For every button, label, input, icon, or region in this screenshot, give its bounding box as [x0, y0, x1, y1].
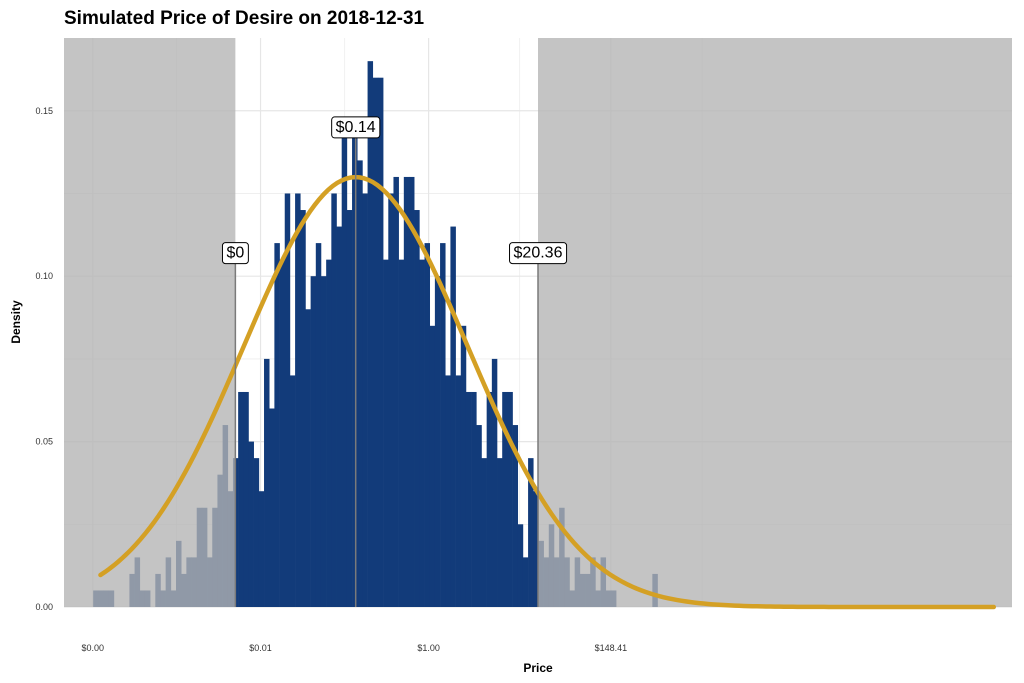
histogram-bar — [352, 127, 358, 608]
histogram-bar — [341, 127, 348, 608]
histogram-bar — [512, 425, 519, 607]
histogram-bar — [310, 276, 317, 607]
histogram-bar — [300, 210, 306, 607]
y-axis-title: Density — [9, 300, 23, 344]
annotation-text: $20.36 — [514, 245, 563, 262]
histogram-bar — [486, 391, 493, 607]
left-tail-shade — [64, 38, 236, 607]
x-axis-title: Price — [523, 661, 553, 675]
histogram-bar — [419, 259, 425, 607]
histogram-bar — [274, 243, 280, 607]
histogram-bar — [346, 210, 353, 607]
histogram-bar — [414, 210, 420, 607]
annotation-box — [509, 242, 568, 265]
histogram-bar — [295, 193, 301, 608]
histogram-bar — [315, 243, 322, 607]
y-tick-label: 0.05 — [35, 437, 53, 447]
histogram-bar — [264, 358, 270, 607]
right-tail-shade — [538, 38, 1012, 607]
y-tick-label: 0.00 — [35, 602, 53, 612]
histogram-bar — [393, 176, 399, 607]
histogram-bar — [383, 259, 389, 607]
histogram-bar — [336, 226, 342, 607]
density-curve — [98, 174, 997, 610]
histogram-bar — [372, 77, 379, 607]
histogram-bar — [331, 193, 337, 608]
histogram-bar — [284, 193, 291, 608]
histogram-bar — [377, 77, 384, 607]
histogram-bar — [388, 193, 394, 608]
annotations: $0 $0.14 $20.36 — [221, 116, 568, 607]
histogram-bar — [455, 375, 462, 607]
histogram-bar — [465, 391, 472, 607]
histogram-bar — [367, 61, 374, 607]
histogram-bar — [450, 226, 456, 607]
histogram-bar — [507, 391, 513, 607]
histogram-bar — [403, 176, 410, 607]
histogram-bar — [424, 243, 431, 607]
x-tick-label: $0.01 — [249, 643, 272, 653]
annotation-text: $0 — [226, 245, 244, 262]
histogram-bar — [408, 176, 415, 607]
histogram-bar — [434, 276, 441, 607]
histogram-bar — [258, 491, 265, 607]
x-tick-label: $0.00 — [82, 643, 105, 653]
histogram-bar — [491, 358, 498, 607]
chart-title: Simulated Price of Desire on 2018-12-31 — [64, 8, 425, 29]
tail-shading — [64, 38, 1012, 607]
histogram-bar — [471, 391, 477, 607]
histogram-bar — [357, 160, 363, 607]
y-axis-ticks: 0.00 0.05 0.10 0.15 — [35, 106, 53, 612]
histogram-bar — [238, 391, 244, 607]
histogram-bar — [517, 524, 524, 607]
histogram-bar — [429, 325, 436, 607]
x-tick-label: $1.00 — [417, 643, 440, 653]
x-axis-ticks: $0.00 $0.01 $1.00 $148.41 — [82, 643, 628, 653]
histogram-bar — [502, 391, 508, 607]
histogram-bar — [398, 259, 405, 607]
normal-fit-curve — [98, 174, 997, 610]
histogram-bar — [320, 276, 327, 607]
histogram-bar — [481, 458, 487, 607]
annotation-label: $0.14 — [331, 116, 381, 139]
histogram-bar — [362, 193, 368, 608]
histogram-bar — [533, 491, 539, 607]
histogram-bar — [326, 259, 332, 607]
histogram-bar — [460, 325, 467, 607]
annotation-box — [331, 116, 381, 139]
histogram-bar — [440, 243, 446, 607]
y-tick-label: 0.15 — [35, 106, 53, 116]
histogram-bar — [243, 391, 249, 607]
annotation-label: $0 — [221, 242, 249, 265]
histogram-bar — [497, 458, 503, 607]
histogram-bar — [305, 309, 311, 607]
histogram-bar — [476, 425, 482, 607]
annotation-text: $0.14 — [336, 119, 376, 136]
histogram-bar — [445, 375, 451, 607]
histogram-bar — [528, 458, 534, 607]
histogram-bar — [269, 408, 275, 607]
annotation-box — [221, 242, 249, 265]
histogram-bar — [289, 375, 296, 607]
histogram-bar — [279, 259, 286, 607]
histogram-bar — [248, 441, 254, 607]
histogram-bar — [253, 458, 260, 607]
y-tick-label: 0.10 — [35, 271, 53, 281]
histogram-bar — [522, 557, 529, 607]
annotation-label: $20.36 — [509, 242, 568, 265]
x-tick-label: $148.41 — [595, 643, 628, 653]
